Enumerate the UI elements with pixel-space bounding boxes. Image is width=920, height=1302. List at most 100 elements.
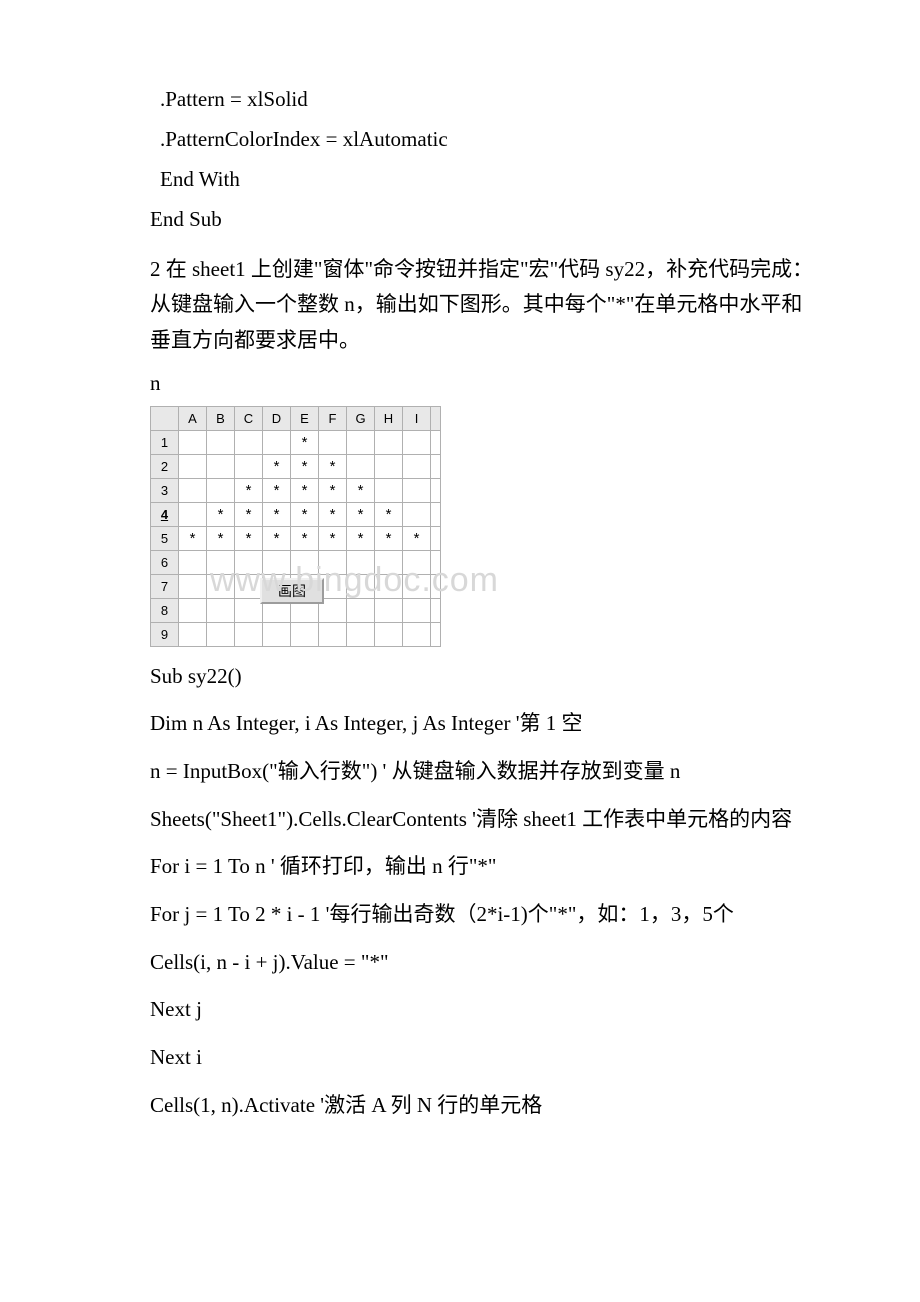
table-row: 9 (151, 622, 441, 646)
col-header (431, 406, 441, 430)
cell: * (319, 502, 347, 526)
cell (179, 478, 207, 502)
table-row: 1 * (151, 430, 441, 454)
cell (207, 622, 235, 646)
cell: * (291, 502, 319, 526)
cell (207, 454, 235, 478)
cell (207, 430, 235, 454)
cell (431, 598, 441, 622)
cell (431, 550, 441, 574)
cell (431, 454, 441, 478)
cell: * (263, 526, 291, 550)
cell (347, 598, 375, 622)
col-header: B (207, 406, 235, 430)
cell (375, 574, 403, 598)
cell (403, 550, 431, 574)
col-header: G (347, 406, 375, 430)
cell: * (291, 454, 319, 478)
cell (375, 598, 403, 622)
cell: * (319, 526, 347, 550)
cell: * (291, 430, 319, 454)
cell: * (207, 502, 235, 526)
cell: * (235, 526, 263, 550)
cell (319, 550, 347, 574)
cell (179, 574, 207, 598)
draw-button[interactable]: 画图 (260, 578, 324, 604)
cell (179, 502, 207, 526)
code-line: .Pattern = xlSolid (160, 80, 820, 120)
cell: * (235, 478, 263, 502)
cell (235, 622, 263, 646)
code-line: Cells(i, n - i + j).Value = "*" (150, 945, 820, 981)
cell (207, 598, 235, 622)
cell (403, 574, 431, 598)
code-line: Cells(1, n).Activate '激活 A 列 N 行的单元格 (150, 1088, 820, 1124)
cell: * (291, 478, 319, 502)
cell: * (235, 502, 263, 526)
n-label: n (150, 371, 820, 396)
col-header: F (319, 406, 347, 430)
cell (207, 550, 235, 574)
cell: * (263, 454, 291, 478)
cell: * (207, 526, 235, 550)
cell (431, 574, 441, 598)
row-header: 3 (151, 478, 179, 502)
cell (179, 550, 207, 574)
cell: * (347, 478, 375, 502)
cell (431, 526, 441, 550)
row-header: 5 (151, 526, 179, 550)
cell (263, 550, 291, 574)
cell: * (347, 502, 375, 526)
table-row: 5 * * * * * * * * * (151, 526, 441, 550)
spreadsheet-figure: A B C D E F G H I 1 * 2 (150, 406, 820, 647)
sub-header: Sub sy22() (150, 659, 820, 695)
cell (319, 430, 347, 454)
cell: * (291, 526, 319, 550)
code-line: End With (160, 160, 820, 200)
cell (235, 550, 263, 574)
col-header-row: A B C D E F G H I (151, 406, 441, 430)
table-row: 6 (151, 550, 441, 574)
col-header: A (179, 406, 207, 430)
cell: * (319, 478, 347, 502)
cell (375, 622, 403, 646)
cell: * (263, 502, 291, 526)
cell (375, 454, 403, 478)
cell (291, 622, 319, 646)
col-header: D (263, 406, 291, 430)
cell (403, 454, 431, 478)
row-header: 8 (151, 598, 179, 622)
cell (291, 550, 319, 574)
cell: * (319, 454, 347, 478)
code-line: .PatternColorIndex = xlAutomatic (160, 120, 820, 160)
code-line: For i = 1 To n ' 循环打印，输出 n 行"*" (150, 849, 820, 885)
cell (347, 454, 375, 478)
cell (347, 430, 375, 454)
cell (179, 598, 207, 622)
cell (263, 430, 291, 454)
cell: * (347, 526, 375, 550)
cell: * (403, 526, 431, 550)
col-header: I (403, 406, 431, 430)
problem-statement: 2 在 sheet1 上创建"窗体"命令按钮并指定"宏"代码 sy22，补充代码… (150, 252, 820, 359)
row-header: 4 (151, 502, 179, 526)
row-header: 9 (151, 622, 179, 646)
code-line: n = InputBox("输入行数") ' 从键盘输入数据并存放到变量 n (150, 754, 820, 790)
row-header: 6 (151, 550, 179, 574)
table-row: 3 * * * * * (151, 478, 441, 502)
cell (263, 622, 291, 646)
cell (375, 550, 403, 574)
table-row: 4 * * * * * * * (151, 502, 441, 526)
cell: * (263, 478, 291, 502)
cell (347, 550, 375, 574)
cell (347, 622, 375, 646)
code-line: Next i (150, 1040, 820, 1076)
cell (235, 430, 263, 454)
cell (403, 478, 431, 502)
code-line: Dim n As Integer, i As Integer, j As Int… (150, 706, 820, 742)
cell (235, 598, 263, 622)
cell (179, 430, 207, 454)
cell: * (179, 526, 207, 550)
code-line: Next j (150, 992, 820, 1028)
row-header: 7 (151, 574, 179, 598)
